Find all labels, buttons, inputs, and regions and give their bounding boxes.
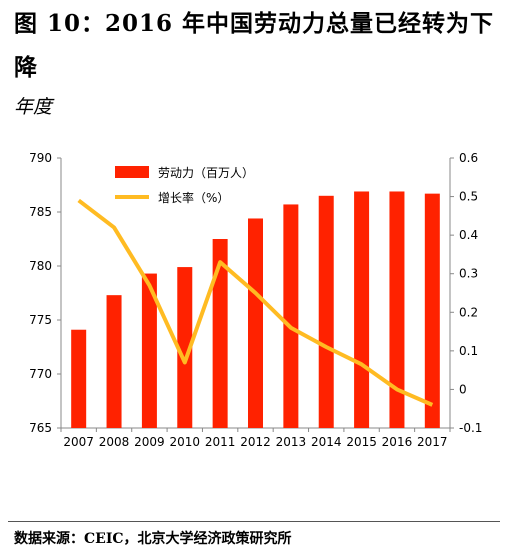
chart-subtitle: 年度	[14, 96, 53, 118]
x-tick-label: 2012	[240, 435, 271, 449]
right-tick-label: 0	[459, 382, 467, 396]
left-tick-label: 780	[29, 259, 52, 273]
left-tick-label: 775	[29, 313, 52, 327]
bar	[71, 329, 87, 428]
bar	[177, 267, 193, 428]
left-tick-label: 770	[29, 367, 52, 381]
x-tick-label: 2009	[134, 435, 165, 449]
right-tick-label: 0.4	[459, 228, 478, 242]
left-tick-label: 785	[29, 205, 52, 219]
bar	[212, 239, 228, 428]
left-tick-label: 765	[29, 421, 52, 435]
growth-rate-line	[77, 198, 434, 407]
bar	[424, 193, 440, 428]
right-tick-label: 0.2	[459, 305, 478, 319]
source-note: 数据来源：CEIC，北京大学经济政策研究所	[14, 531, 292, 547]
bar	[141, 273, 157, 428]
bar	[283, 204, 299, 428]
bar	[106, 295, 122, 428]
chart-title: 图 10：2016 年中国劳动力总量已经转为下降	[14, 10, 495, 81]
left-tick-label: 790	[29, 151, 52, 165]
bar	[318, 195, 334, 428]
x-tick-label: 2015	[346, 435, 377, 449]
line-series	[77, 198, 434, 407]
bar-series	[71, 191, 440, 428]
x-tick-label: 2017	[417, 435, 448, 449]
footer-divider	[8, 521, 500, 522]
combo-chart: 765 770 775 780 785 790 -0.1 0 0.1 0.2 0.3 0.4 0.5 0.…	[29, 151, 482, 449]
bar	[248, 218, 263, 428]
legend: 劳动力（百万人） 增长率（%）	[115, 166, 254, 205]
x-tick-label: 2008	[99, 435, 130, 449]
right-tick-label: 0.5	[459, 190, 478, 204]
x-tick-label: 2013	[276, 435, 307, 449]
legend-label-growth: 增长率（%）	[158, 190, 229, 205]
right-tick-label: 0.6	[459, 151, 478, 165]
x-tick-label: 2011	[205, 435, 236, 449]
x-tick-label: 2014	[311, 435, 342, 449]
bar	[389, 191, 405, 428]
bar	[354, 191, 370, 428]
x-tick-label: 2016	[382, 435, 413, 449]
right-tick-label: 0.3	[459, 267, 478, 281]
legend-swatch-bar	[115, 166, 149, 178]
x-tick-label: 2010	[169, 435, 200, 449]
right-tick-label: 0.1	[459, 344, 478, 358]
legend-label-labor: 劳动力（百万人）	[158, 166, 254, 180]
x-tick-label: 2007	[63, 435, 94, 449]
axes: 765 770 775 780 785 790 -0.1 0 0.1 0.2 0.3 0.4 0.5 0.…	[29, 151, 482, 449]
right-tick-label: -0.1	[459, 421, 482, 435]
